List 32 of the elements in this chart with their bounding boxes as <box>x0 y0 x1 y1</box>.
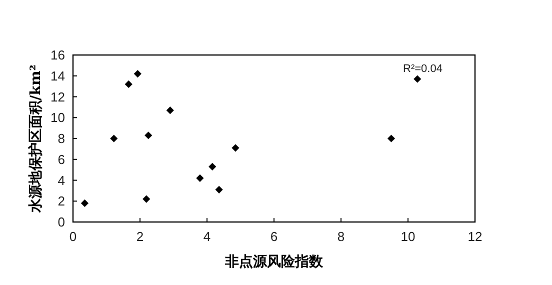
point <box>414 75 422 83</box>
y-tick-label: 12 <box>50 89 65 104</box>
point <box>196 174 204 182</box>
point <box>208 162 216 170</box>
point <box>134 70 142 78</box>
x-axis-title: 非点源风险指数 <box>224 254 324 270</box>
y-tick-label: 14 <box>50 68 65 84</box>
y-tick-label: 4 <box>58 172 65 188</box>
point <box>232 144 240 152</box>
y-tick-label: 8 <box>58 131 65 146</box>
point <box>387 134 396 142</box>
point <box>144 132 152 140</box>
point <box>110 134 118 142</box>
x-tick-label: 8 <box>337 229 345 244</box>
y-axis-title: 水源地保护区面积/km² <box>27 64 44 214</box>
y-tick-label: 2 <box>58 194 65 209</box>
x-tick-label: 4 <box>203 229 211 244</box>
x-tick-label: 2 <box>136 229 144 244</box>
point <box>166 106 174 114</box>
x-tick-label: 10 <box>400 229 416 244</box>
point <box>80 199 89 208</box>
point <box>124 80 132 88</box>
y-tick-label: 6 <box>58 152 65 167</box>
annotation: R²=0.04 <box>403 63 442 75</box>
point <box>215 186 223 194</box>
y-tick-label: 10 <box>50 110 65 126</box>
y-tick-label: 16 <box>50 48 65 62</box>
x-tick-label: 12 <box>468 229 482 244</box>
x-tick-label: 0 <box>69 229 77 244</box>
x-tick-label: 6 <box>270 229 278 244</box>
y-tick-label: 0 <box>58 214 65 230</box>
point <box>142 195 150 203</box>
